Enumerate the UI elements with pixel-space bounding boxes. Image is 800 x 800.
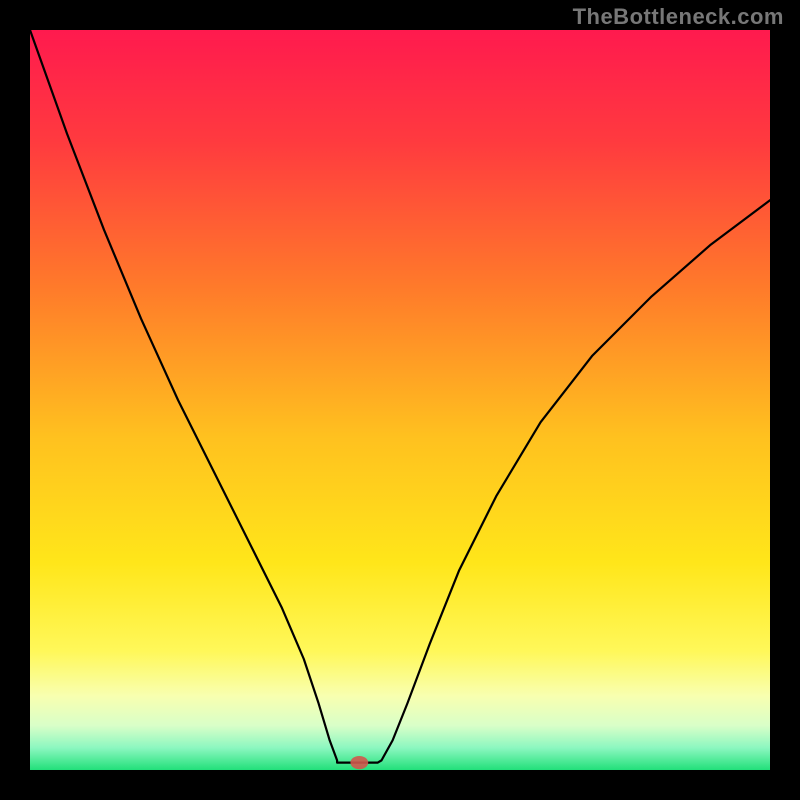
optimal-point-marker bbox=[350, 756, 368, 769]
chart-frame: TheBottleneck.com bbox=[0, 0, 800, 800]
watermark-text: TheBottleneck.com bbox=[573, 4, 784, 30]
bottleneck-chart bbox=[0, 0, 800, 800]
plot-background bbox=[30, 30, 770, 770]
